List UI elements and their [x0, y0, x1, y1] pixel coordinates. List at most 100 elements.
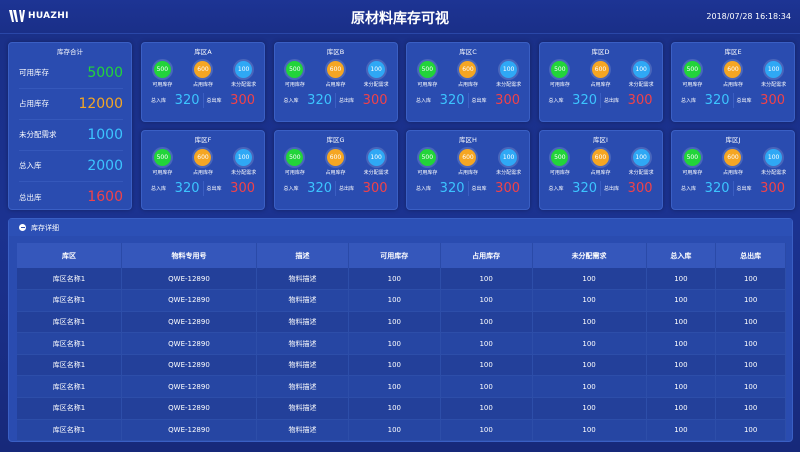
zone-out-value: 300 — [760, 93, 785, 108]
table-cell: 100 — [440, 332, 533, 355]
zone-card[interactable]: 库区D 500 可用库存 600 占用库存 100 未分配需求 总入库 320 总出库 300 — [538, 42, 663, 122]
zone-in-value: 320 — [307, 181, 332, 196]
indicator-label: 未分配需求 — [496, 82, 522, 88]
zone-in-out: 总入库 320 总出库 300 — [142, 93, 264, 108]
zone-in-value: 320 — [572, 93, 597, 108]
column-header: 占用库存 — [440, 243, 533, 268]
table-row[interactable]: 库区名称1 QWE-12890 物料描述 100 100 100 100 100 — [17, 354, 786, 377]
zone-title: 库区D — [591, 48, 610, 56]
summary-row: 未分配需求 1000 — [19, 119, 123, 151]
column-header: 库区 — [17, 243, 122, 268]
zone-out: 总出库 300 — [336, 93, 391, 108]
table-row[interactable]: 库区名称1 QWE-12890 物料描述 100 100 100 100 100 — [17, 289, 786, 312]
zone-out-value: 300 — [362, 181, 388, 196]
zone-indicators: 500 可用库存 600 占用库存 100 未分配需求 — [142, 149, 264, 176]
column-header: 物料专用号 — [121, 243, 258, 268]
indicator-occupied: 600 占用库存 — [713, 149, 753, 176]
table-row[interactable]: 库区名称1 QWE-12890 物料描述 100 100 100 100 100 — [17, 311, 786, 334]
zone-title: 库区E — [724, 48, 742, 56]
list-icon — [19, 224, 26, 231]
table-cell: QWE-12890 — [121, 354, 258, 377]
summary-value: 2000 — [87, 157, 123, 174]
table-cell: 库区名称1 — [17, 419, 122, 442]
table-cell: 物料描述 — [256, 268, 349, 291]
zone-title: 库区F — [194, 136, 212, 144]
table-cell: 库区名称1 — [17, 289, 122, 312]
zone-out-label: 总出库 — [206, 186, 222, 192]
table-cell: QWE-12890 — [121, 397, 258, 420]
table-cell: 100 — [348, 375, 441, 399]
table-cell: QWE-12890 — [121, 332, 258, 355]
table-cell: QWE-12890 — [121, 311, 258, 334]
zone-card[interactable]: 库区J 500 可用库存 600 占用库存 100 未分配需求 总入库 320 总出库 300 — [671, 130, 795, 210]
indicator-ball: 500 — [418, 149, 436, 166]
logo: HUAZHI — [9, 9, 69, 23]
zone-card[interactable]: 库区B 500 可用库存 600 占用库存 100 未分配需求 总入库 320 总出库 300 — [273, 42, 398, 122]
huazhi-logo-icon — [9, 10, 25, 22]
indicator-unallocated: 100 未分配需求 — [356, 61, 396, 88]
indicator-ball: 500 — [153, 61, 171, 78]
indicator-ball: 600 — [194, 149, 212, 166]
indicator-label: 占用库存 — [722, 170, 743, 176]
zone-out: 总出库 300 — [469, 181, 524, 196]
zone-card[interactable]: 库区H 500 可用库存 600 占用库存 100 未分配需求 总入库 320 总出库 300 — [406, 130, 530, 210]
table-cell: 100 — [646, 375, 717, 399]
indicator-ball: 100 — [235, 149, 253, 166]
table-cell: 100 — [348, 354, 441, 377]
indicator-occupied: 600 占用库存 — [448, 149, 488, 176]
zone-out: 总出库 300 — [336, 181, 391, 196]
table-row[interactable]: 库区名称1 QWE-12890 物料描述 100 100 100 100 100 — [17, 268, 786, 291]
zone-out-value: 300 — [362, 93, 388, 108]
zone-in-out: 总入库 320 总出库 300 — [407, 181, 529, 196]
table-cell: 100 — [532, 268, 647, 291]
zone-in-label: 总入库 — [416, 186, 432, 192]
indicator-available: 500 可用库存 — [142, 61, 182, 88]
table-cell: 100 — [646, 354, 717, 377]
indicator-unallocated: 100 未分配需求 — [356, 149, 396, 176]
indicator-label: 未分配需求 — [231, 82, 257, 88]
table-cell: 100 — [646, 289, 717, 312]
zone-card[interactable]: 库区F 500 可用库存 600 占用库存 100 未分配需求 总入库 320 总出库 300 — [141, 130, 265, 210]
indicator-label: 可用库存 — [682, 82, 703, 88]
zone-out-value: 300 — [230, 93, 255, 108]
indicator-unallocated: 100 未分配需求 — [621, 149, 661, 176]
table-row[interactable]: 库区名称1 QWE-12890 物料描述 100 100 100 100 100 — [17, 397, 786, 420]
zone-in: 总入库 320 — [678, 181, 734, 196]
table-cell: 100 — [440, 375, 533, 399]
indicator-available: 500 可用库存 — [540, 149, 580, 176]
zone-in-value: 320 — [704, 181, 730, 196]
zone-card[interactable]: 库区E 500 可用库存 600 占用库存 100 未分配需求 总入库 320 总出库 300 — [671, 42, 795, 122]
zone-title: 库区G — [326, 136, 345, 144]
zone-out: 总出库 300 — [734, 93, 789, 108]
column-header: 总出库 — [715, 243, 786, 268]
table-cell: 物料描述 — [256, 397, 349, 420]
zone-in-out: 总入库 320 总出库 300 — [672, 181, 794, 196]
zone-title: 库区C — [459, 48, 477, 56]
zone-card[interactable]: 库区C 500 可用库存 600 占用库存 100 未分配需求 总入库 320 总出库 300 — [406, 42, 530, 122]
indicator-ball: 500 — [551, 149, 569, 166]
table-cell: QWE-12890 — [121, 289, 258, 312]
table-cell: 100 — [348, 311, 441, 334]
table-cell: 100 — [532, 289, 647, 312]
zone-card[interactable]: 库区G 500 可用库存 600 占用库存 100 未分配需求 总入库 320 总出库 300 — [273, 130, 398, 210]
indicator-unallocated: 100 未分配需求 — [754, 149, 794, 176]
summary-row: 总出库 1600 — [19, 181, 123, 213]
zone-in-value: 320 — [174, 93, 200, 108]
table-row[interactable]: 库区名称1 QWE-12890 物料描述 100 100 100 100 100 — [17, 419, 786, 442]
indicator-available: 500 可用库存 — [275, 61, 315, 88]
table-cell: 库区名称1 — [17, 311, 122, 334]
logo-text: HUAZHI — [28, 11, 69, 21]
table-row[interactable]: 库区名称1 QWE-12890 物料描述 100 100 100 100 100 — [17, 375, 786, 399]
table-cell: 100 — [348, 268, 441, 291]
table-cell: QWE-12890 — [121, 419, 258, 442]
zone-card[interactable]: 库区A 500 可用库存 600 占用库存 100 未分配需求 总入库 320 总出库 300 — [141, 42, 265, 122]
zone-out-value: 300 — [495, 93, 520, 108]
table-cell: 物料描述 — [256, 332, 349, 355]
zone-card[interactable]: 库区I 500 可用库存 600 占用库存 100 未分配需求 总入库 320 总出库 300 — [538, 130, 663, 210]
zone-out: 总出库 300 — [601, 93, 656, 108]
table-cell: 库区名称1 — [17, 332, 122, 355]
indicator-label: 可用库存 — [284, 170, 305, 176]
indicator-ball: 500 — [418, 61, 436, 78]
indicator-label: 占用库存 — [590, 170, 611, 176]
table-row[interactable]: 库区名称1 QWE-12890 物料描述 100 100 100 100 100 — [17, 332, 786, 355]
